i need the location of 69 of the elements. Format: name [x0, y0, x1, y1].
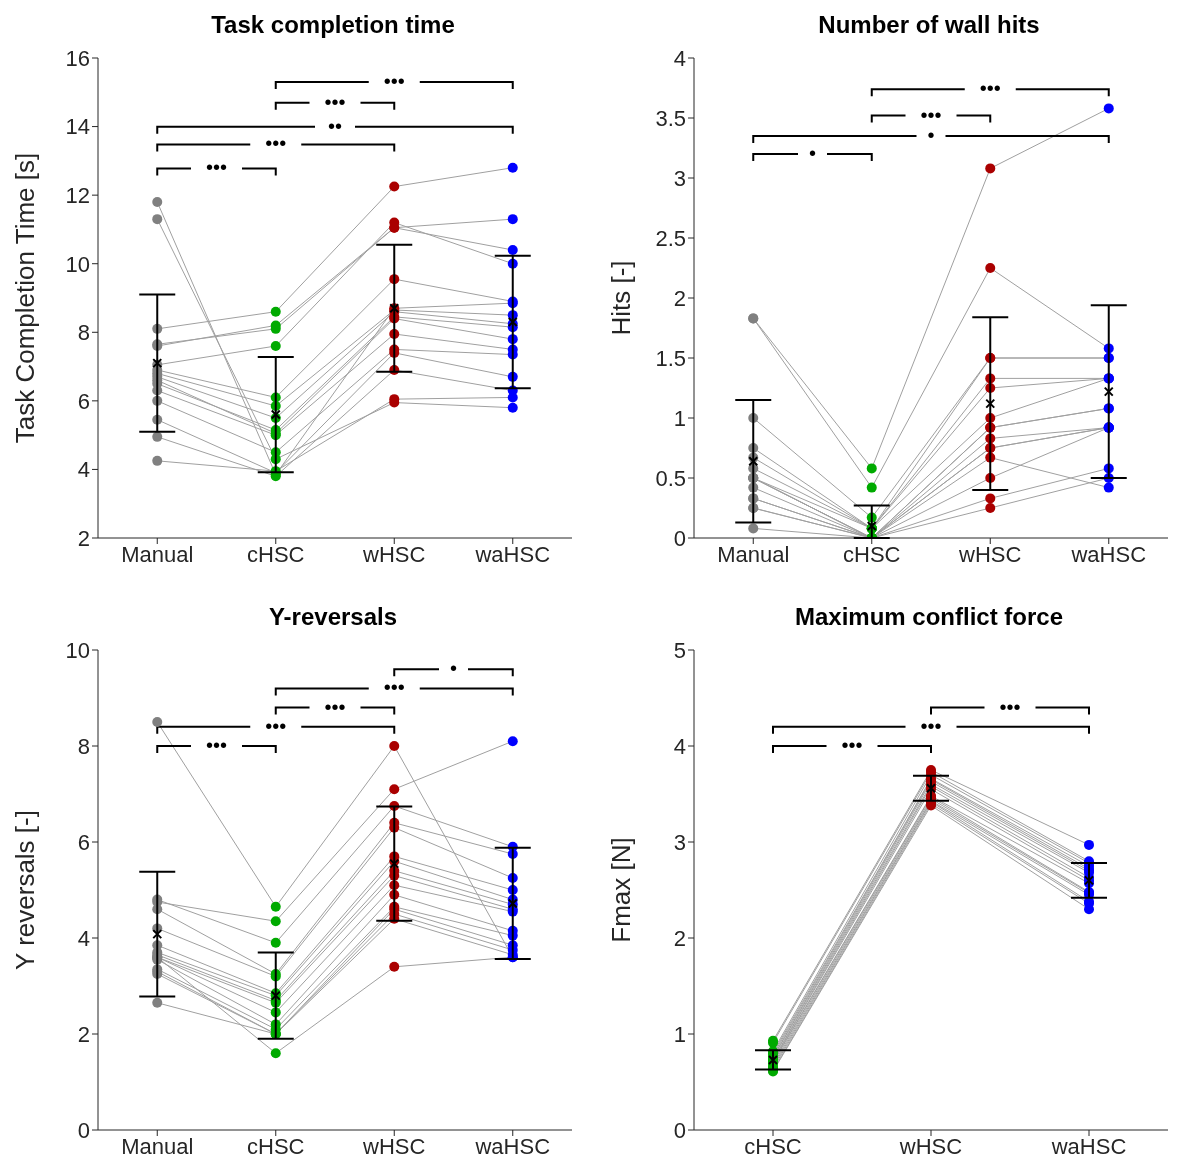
y-tick-label: 2 — [673, 925, 686, 951]
x-tick-label: Manual — [717, 541, 790, 567]
annotation: ••• — [265, 714, 287, 737]
x-tick-label: cHSC — [247, 541, 305, 567]
y-tick-label: 3 — [673, 165, 686, 191]
annotation: ••• — [979, 77, 1001, 100]
annotation: ••• — [265, 132, 287, 155]
y-tick-label: 1 — [673, 1021, 686, 1047]
annotation: • — [808, 142, 817, 164]
annotation: ••• — [324, 695, 346, 718]
x-tick-label: cHSC — [843, 541, 901, 567]
y-tick-label: 8 — [77, 733, 90, 759]
annotation: ••• — [920, 103, 942, 126]
y-tick-label: 14 — [65, 114, 90, 140]
y-tick-label: 5 — [673, 637, 686, 663]
y-tick-label: 12 — [65, 182, 90, 208]
x-tick-label: wHSC — [362, 1133, 426, 1159]
y-tick-label: 2 — [77, 525, 90, 551]
chart-title: Number of wall hits — [817, 10, 1041, 40]
y-axis-title: Fmax [N] — [606, 837, 637, 943]
annotation: •• — [327, 114, 343, 137]
x-tick-label: cHSC — [247, 1133, 305, 1159]
x-tick-label: waHSC — [1070, 541, 1147, 567]
y-tick-label: 4 — [673, 733, 686, 759]
y-tick-label: 8 — [77, 320, 90, 346]
y-axis-title: Y reversals [-] — [10, 810, 41, 970]
y-tick-label: 0.5 — [655, 465, 686, 491]
y-tick-label: 10 — [65, 637, 90, 663]
y-tick-label: 0 — [673, 525, 686, 551]
x-tick-label: waHSC — [474, 1133, 551, 1159]
annotation: ••• — [324, 90, 346, 113]
annotation: • — [927, 124, 935, 146]
y-tick-label: 1 — [673, 405, 686, 431]
annotation: • — [449, 657, 458, 680]
x-tick-label: Manual — [121, 1133, 194, 1159]
x-tick-label: wHSC — [362, 541, 426, 567]
annotation: ••• — [999, 695, 1021, 718]
annotation: ••• — [205, 156, 228, 179]
y-tick-label: 3.5 — [655, 105, 686, 131]
y-tick-label: 1.5 — [655, 345, 686, 371]
x-tick-label: waHSC — [1050, 1133, 1127, 1159]
y-tick-label: 10 — [65, 251, 90, 277]
y-tick-label: 2 — [673, 285, 686, 311]
chart-title: Maximum conflict force — [793, 602, 1065, 632]
y-tick-label: 4 — [77, 457, 90, 483]
y-tick-label: 4 — [77, 925, 90, 951]
chart-title: Y-reversals — [267, 602, 399, 632]
annotation: ••• — [920, 714, 942, 737]
annotation: ••• — [383, 70, 405, 92]
x-tick-label: wHSC — [958, 541, 1022, 567]
y-axis-title: Task Completion Time [s] — [10, 152, 41, 444]
x-tick-label: waHSC — [474, 541, 551, 567]
y-axis-title: Hits [-] — [606, 260, 637, 336]
y-tick-label: 3 — [673, 829, 686, 855]
annotation: ••• — [383, 676, 405, 699]
chart-title: Task completion time — [210, 10, 456, 40]
y-tick-label: 0 — [673, 1117, 686, 1143]
annotation: ••• — [841, 734, 863, 756]
x-tick-label: wHSC — [898, 1133, 963, 1159]
x-tick-label: Manual — [121, 541, 194, 567]
x-tick-label: cHSC — [744, 1133, 802, 1159]
y-tick-label: 2.5 — [655, 225, 686, 251]
y-tick-label: 0 — [77, 1117, 90, 1143]
y-tick-label: 2 — [77, 1021, 90, 1047]
annotation: ••• — [205, 734, 228, 756]
y-tick-label: 6 — [77, 388, 90, 414]
y-tick-label: 16 — [65, 45, 90, 71]
y-tick-label: 4 — [673, 45, 686, 71]
y-tick-label: 6 — [77, 829, 90, 855]
